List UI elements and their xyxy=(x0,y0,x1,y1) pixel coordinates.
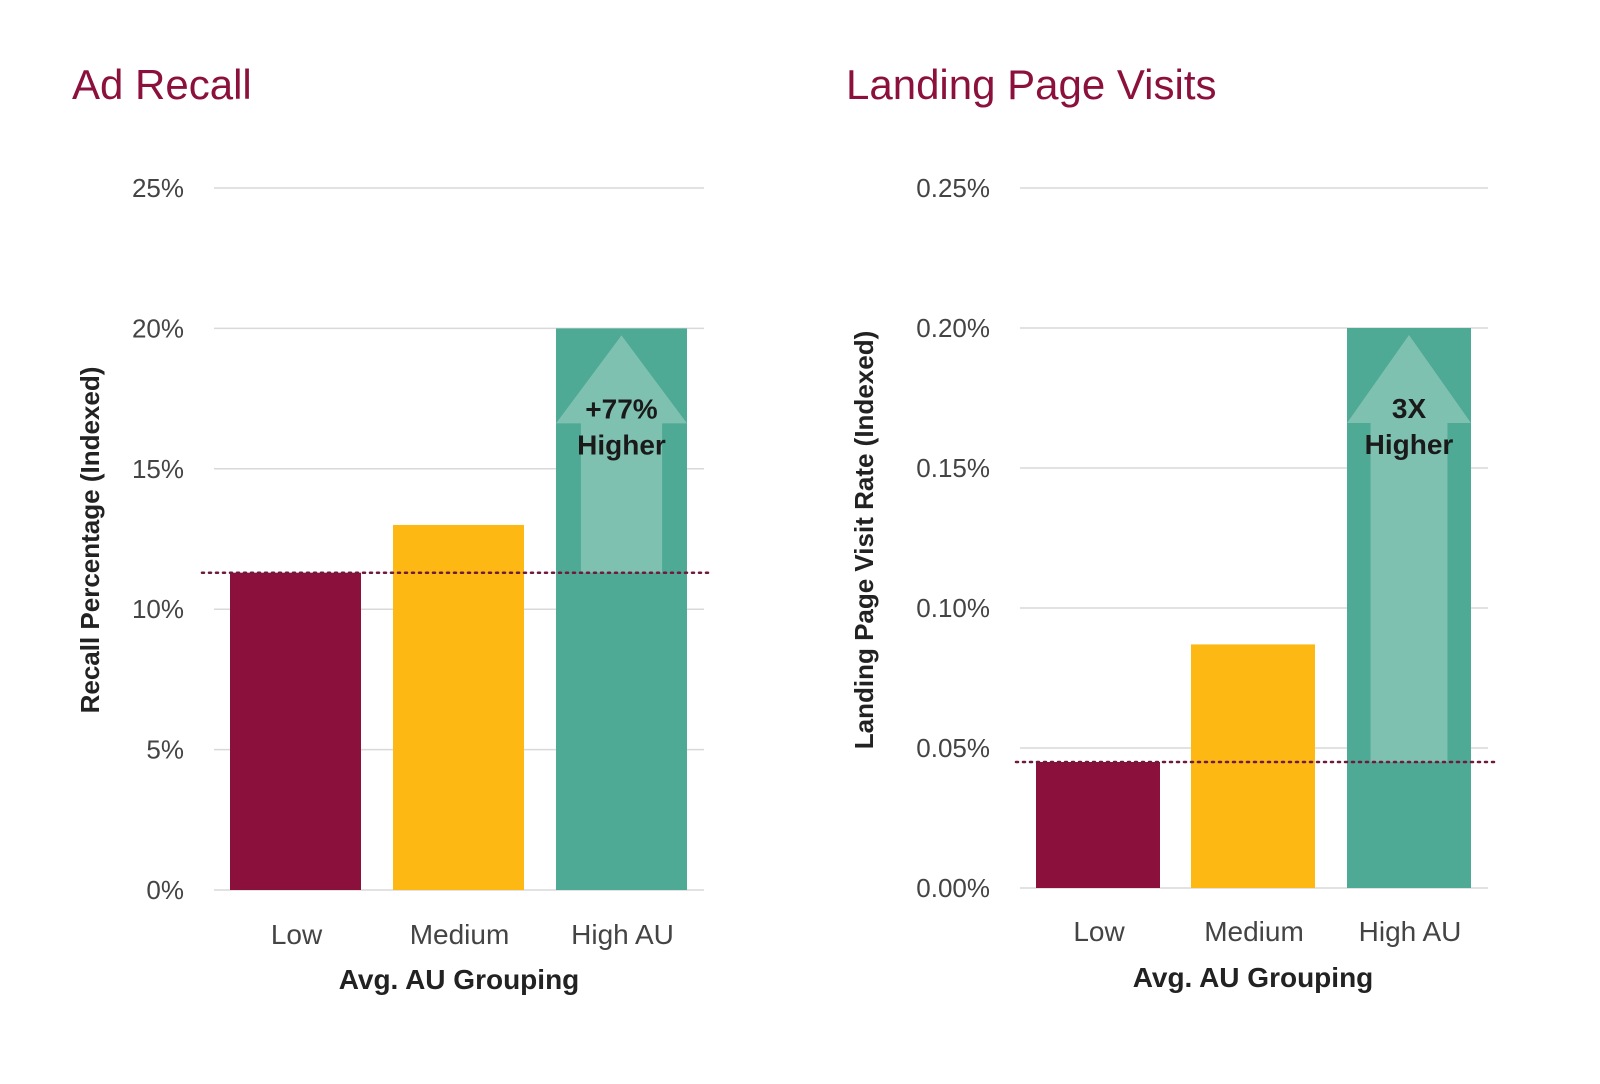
arrow-shape xyxy=(556,335,687,573)
annotation-value: 3X xyxy=(1392,393,1427,424)
y-axis-label: Recall Percentage (Indexed) xyxy=(75,367,105,714)
y-tick-label: 0.15% xyxy=(916,453,990,483)
y-tick-label: 25% xyxy=(132,173,184,203)
y-tick-label: 0.00% xyxy=(916,873,990,903)
x-axis-label: Avg. AU Grouping xyxy=(1133,962,1374,993)
y-axis-ticks: 0.00% 0.05% 0.10% 0.15% 0.20% 0.25% xyxy=(916,173,990,903)
x-category-label: Medium xyxy=(410,919,510,950)
bar-low xyxy=(230,572,361,890)
x-axis-categories: Low Medium High AU xyxy=(271,919,674,950)
y-tick-label: 10% xyxy=(132,594,184,624)
x-category-label: High AU xyxy=(571,919,674,950)
y-tick-label: 20% xyxy=(132,313,184,343)
landing-page-visits-chart: Landing Page Visits 0.00% 0.05% 0.10% 0.… xyxy=(846,61,1500,993)
bar-medium xyxy=(1191,644,1315,888)
y-axis-ticks: 0% 5% 10% 15% 20% 25% xyxy=(132,173,184,905)
annotation-value: +77% xyxy=(585,393,657,424)
increase-arrow-icon xyxy=(1347,335,1471,762)
x-category-label: Medium xyxy=(1204,916,1304,947)
annotation-label: Higher xyxy=(1365,429,1454,460)
bar-medium xyxy=(393,524,524,890)
chart-title: Ad Recall xyxy=(72,61,252,108)
y-tick-label: 0.10% xyxy=(916,593,990,623)
x-axis-label: Avg. AU Grouping xyxy=(339,964,580,995)
x-axis-categories: Low Medium High AU xyxy=(1073,916,1461,947)
bar-low xyxy=(1036,762,1160,888)
arrow-shape xyxy=(1347,335,1471,762)
x-category-label: High AU xyxy=(1359,916,1462,947)
annotation-label: Higher xyxy=(577,429,666,460)
ad-recall-chart: Ad Recall 0% 5% 10% 15% 20% 25% +77% Hig… xyxy=(72,61,714,995)
chart-title: Landing Page Visits xyxy=(846,61,1217,108)
x-category-label: Low xyxy=(271,919,323,950)
y-tick-label: 0.05% xyxy=(916,733,990,763)
x-category-label: Low xyxy=(1073,916,1125,947)
y-tick-label: 5% xyxy=(146,735,184,765)
y-tick-label: 15% xyxy=(132,454,184,484)
y-tick-label: 0.20% xyxy=(916,313,990,343)
y-axis-label: Landing Page Visit Rate (Indexed) xyxy=(849,331,879,750)
y-tick-label: 0.25% xyxy=(916,173,990,203)
y-tick-label: 0% xyxy=(146,875,184,905)
increase-arrow-icon xyxy=(556,335,687,573)
